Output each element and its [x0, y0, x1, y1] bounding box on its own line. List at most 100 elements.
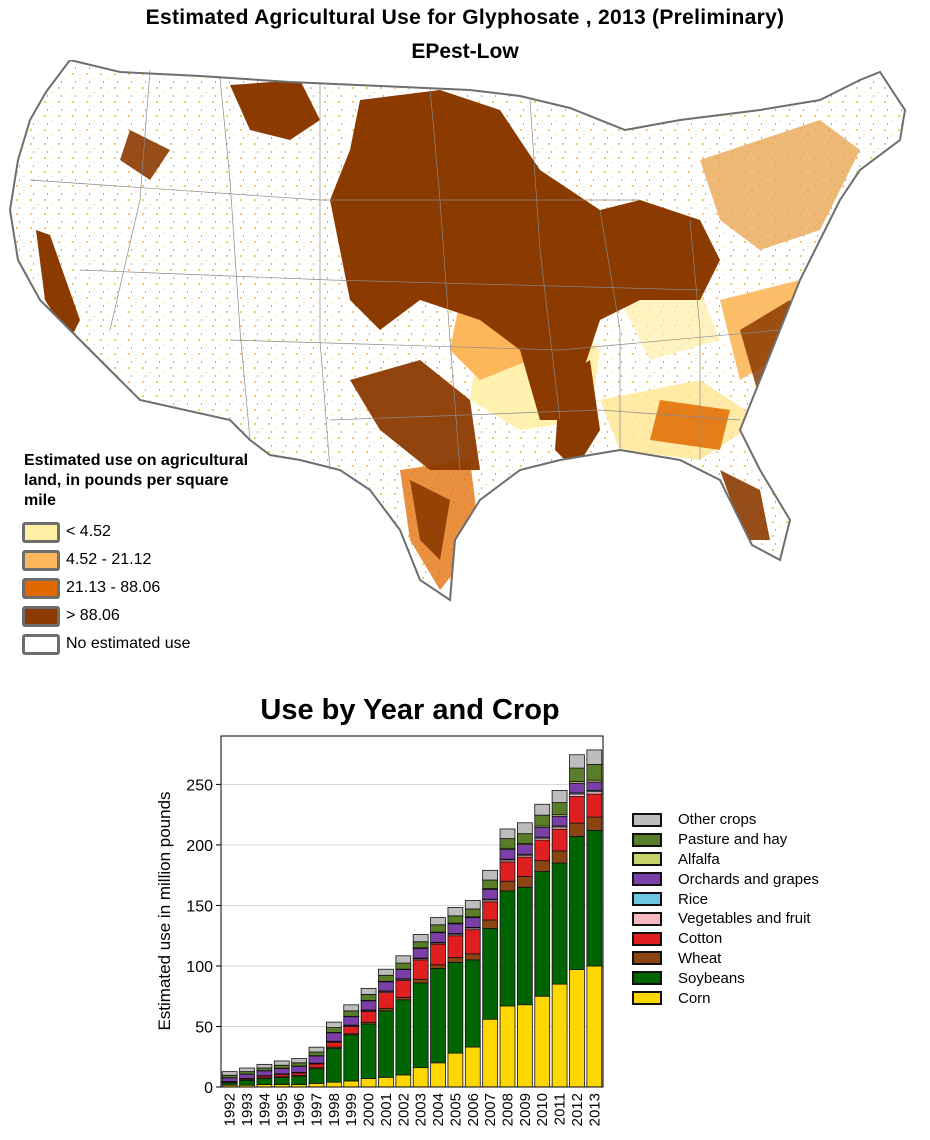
- bar-segment: [378, 1010, 394, 1078]
- bar-segment: [412, 982, 429, 1069]
- bar-segment: [239, 1079, 255, 1086]
- bar-segment: [430, 924, 446, 933]
- bar-segment: [360, 1000, 377, 1011]
- bar-segment: [464, 959, 481, 1048]
- bar-segment: [569, 822, 585, 837]
- bar-segment: [430, 917, 446, 926]
- legend-item: Alfalfa: [632, 850, 819, 870]
- bar-segment: [378, 968, 394, 976]
- map-legend-item: < 4.52: [22, 521, 111, 543]
- map-legend-title: Estimated use on agricultural land, in p…: [24, 452, 249, 509]
- bar-segment: [447, 1052, 464, 1088]
- bar-segment: [586, 781, 603, 791]
- bar-segment: [308, 1068, 325, 1084]
- bar-segment: [447, 961, 464, 1054]
- x-tick-label: 2013: [586, 1093, 603, 1126]
- bar-segment: [499, 838, 516, 849]
- bar-segment: [430, 943, 446, 966]
- bar-segment: [325, 1081, 342, 1088]
- bar-segment: [447, 915, 464, 924]
- bar-segment: [516, 876, 533, 888]
- bar-segment: [464, 900, 481, 910]
- legend-swatch: [22, 577, 60, 599]
- chart-title: Use by Year and Crop: [260, 694, 560, 726]
- bar-segment: [464, 1046, 481, 1088]
- legend-swatch: [22, 633, 60, 655]
- bar-segment: [551, 790, 568, 803]
- bar-segment: [308, 1046, 325, 1053]
- x-tick-label: 2007: [482, 1093, 499, 1126]
- map-title: Estimated Agricultural Use for Glyphosat…: [145, 6, 785, 29]
- bar-segment: [325, 1021, 342, 1028]
- legend-label: Soybeans: [678, 969, 745, 987]
- bar-segment: [308, 1063, 325, 1069]
- legend-label: Rice: [678, 890, 709, 908]
- x-tick-label: 2001: [378, 1093, 395, 1126]
- bar-segment: [551, 815, 568, 827]
- bar-segment: [221, 1071, 238, 1076]
- bar-segment: [291, 1075, 308, 1085]
- bar-segment: [239, 1073, 255, 1079]
- bar-segment: [360, 994, 377, 1001]
- bar-segment: [464, 908, 481, 918]
- bar-segment: [291, 1065, 308, 1073]
- bar-segment: [343, 1080, 360, 1088]
- legend-label: Orchards and grapes: [678, 870, 819, 888]
- y-tick-label: 50: [195, 1019, 213, 1036]
- x-tick-label: 2008: [500, 1093, 517, 1126]
- bar-segment: [343, 1034, 360, 1082]
- bar-segment: [308, 1051, 325, 1057]
- bar-segment: [395, 969, 412, 980]
- legend-label: < 4.52: [66, 523, 111, 540]
- bar-segment: [273, 1076, 290, 1085]
- bar-segment: [325, 1041, 342, 1048]
- bar-segment: [499, 1005, 516, 1088]
- map-legend-item: 4.52 - 21.12: [22, 549, 151, 571]
- bar-segment: [534, 803, 551, 816]
- bar-segment: [534, 995, 551, 1088]
- bar-segment: [395, 980, 412, 998]
- x-tick-label: 2004: [430, 1093, 447, 1126]
- bar-segment: [569, 836, 585, 970]
- bar-segment: [412, 978, 429, 984]
- bar-segment: [395, 962, 412, 970]
- legend-swatch: [632, 971, 662, 986]
- bar-segment: [499, 861, 516, 882]
- legend-item: Soybeans: [632, 968, 819, 988]
- bar-segment: [586, 965, 603, 1088]
- bar-segment: [273, 1060, 290, 1066]
- bar-segment: [291, 1062, 308, 1067]
- legend-label: 21.13 - 88.06: [66, 579, 161, 596]
- x-tick-label: 1993: [239, 1093, 256, 1126]
- legend-swatch: [632, 931, 662, 946]
- bar-segment: [412, 1067, 429, 1088]
- bar-segment: [430, 932, 446, 943]
- legend-swatch: [22, 605, 60, 627]
- bar-segment: [586, 764, 603, 781]
- bar-segment: [256, 1070, 273, 1077]
- x-tick-label: 2005: [447, 1093, 464, 1126]
- y-tick-label: 200: [186, 838, 213, 855]
- bar-segment: [482, 879, 499, 889]
- bar-segment: [586, 793, 603, 818]
- bar-segment: [343, 1004, 360, 1012]
- legend-label: > 88.06: [66, 607, 120, 624]
- bar-segment: [325, 1027, 342, 1033]
- bar-segment: [516, 1004, 533, 1088]
- map-legend-item: 21.13 - 88.06: [22, 577, 160, 599]
- legend-label: Corn: [678, 989, 711, 1007]
- bar-segment: [586, 816, 603, 831]
- bar-segment: [499, 828, 516, 840]
- bar-segment: [534, 860, 551, 872]
- legend-item: Orchards and grapes: [632, 869, 819, 889]
- bar-segment: [325, 1032, 342, 1042]
- bar-segment: [464, 929, 481, 955]
- bar-segment: [378, 1076, 394, 1088]
- x-tick-label: 1997: [309, 1093, 326, 1126]
- bar-segment: [569, 796, 585, 824]
- legend-item: Pasture and hay: [632, 830, 819, 850]
- bar-segment: [395, 1074, 412, 1088]
- bar-segment: [516, 833, 533, 844]
- y-tick-label: 100: [186, 959, 213, 976]
